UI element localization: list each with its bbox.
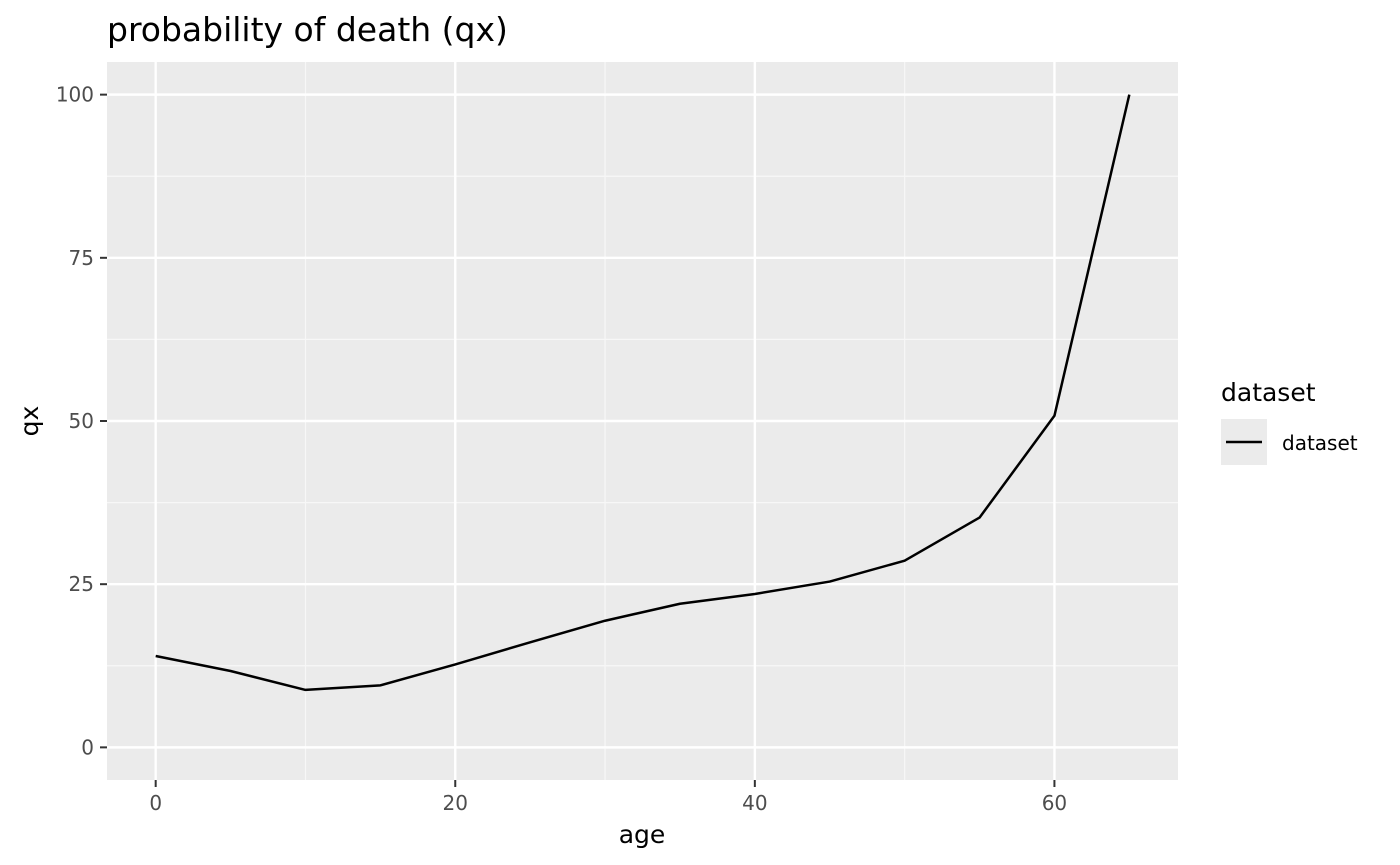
x-tick-label: 0: [149, 791, 162, 815]
grid-lines: [107, 62, 1178, 780]
x-tick-label: 60: [1042, 791, 1067, 815]
y-tick-label: 0: [81, 735, 94, 759]
y-tick-label: 25: [69, 572, 94, 596]
y-tick-label: 75: [69, 246, 94, 270]
chart-title: probability of death (qx): [107, 10, 508, 49]
axis-ticks: 0 20 40 60 0 25 50 75 100: [56, 83, 1067, 815]
legend: dataset dataset: [1221, 378, 1358, 465]
series-line-dataset: [155, 94, 1131, 692]
y-tick-label: 50: [69, 409, 94, 433]
y-axis-title: qx: [15, 406, 44, 437]
legend-title: dataset: [1221, 378, 1316, 407]
x-tick-label: 40: [742, 791, 767, 815]
y-tick-label: 100: [56, 83, 94, 107]
x-tick-label: 20: [443, 791, 468, 815]
legend-entry-dataset: dataset: [1282, 431, 1358, 455]
x-axis-title: age: [619, 820, 666, 849]
series-layer: [155, 94, 1131, 692]
